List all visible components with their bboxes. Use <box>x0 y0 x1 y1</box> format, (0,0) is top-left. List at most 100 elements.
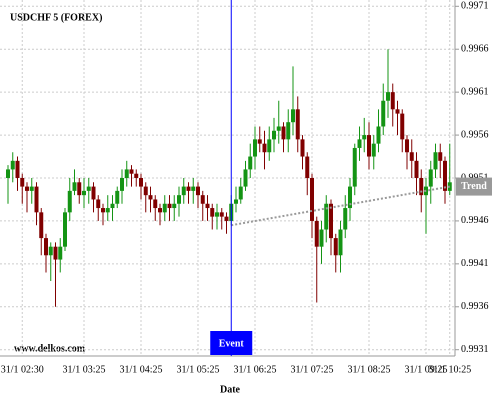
candle-body <box>281 126 286 140</box>
candle-body <box>447 182 452 191</box>
candle-body <box>338 229 343 256</box>
candle-body <box>191 186 196 191</box>
x-tick-label: 31/1 09:25 <box>404 364 447 375</box>
y-tick-label: 0.9956 <box>461 129 489 140</box>
candle-body <box>262 143 267 153</box>
candle-body <box>91 186 96 200</box>
candle-body <box>367 135 371 157</box>
trend-line <box>231 185 450 227</box>
candle-body <box>162 203 167 213</box>
candle-body <box>153 199 158 209</box>
x-tick-label: 31/1 03:25 <box>62 364 105 375</box>
candle-body <box>63 212 67 247</box>
candle-body <box>414 160 419 178</box>
candle-body <box>34 186 39 213</box>
x-tick-label: 31/1 04:25 <box>119 364 162 375</box>
candle-body <box>295 109 300 140</box>
candle-body <box>205 203 210 209</box>
candle-body <box>181 186 186 196</box>
trend-label: Trend <box>461 181 487 192</box>
candle-body <box>115 190 120 204</box>
candle-body <box>172 203 177 209</box>
candle-body <box>82 190 86 196</box>
candle-body <box>134 173 139 178</box>
candle-body <box>438 152 443 161</box>
candle-body <box>253 139 257 157</box>
candle-body <box>428 169 433 187</box>
x-tick-label: 31/1 02:30 <box>1 364 44 375</box>
candle-body <box>219 212 224 217</box>
candle-body <box>234 199 238 204</box>
candle-body <box>333 238 338 256</box>
candle-body <box>257 139 262 144</box>
candle-body <box>324 203 329 230</box>
candle-body <box>39 212 44 239</box>
candle-body <box>248 156 253 170</box>
x-tick-label: 31/1 06:25 <box>233 364 276 375</box>
candle-body <box>419 178 424 196</box>
y-tick-label: 0.9971 <box>461 1 489 12</box>
candle-body <box>381 100 386 127</box>
x-tick-label: 31/1 05:25 <box>176 364 219 375</box>
candle-body <box>6 169 10 178</box>
candle-body <box>352 147 357 187</box>
candle-body <box>10 160 15 170</box>
candle-body <box>15 160 20 178</box>
candle-body <box>405 139 409 153</box>
candle-body <box>177 195 181 204</box>
candle-body <box>433 152 438 170</box>
candle-body <box>357 139 362 148</box>
candle-body <box>267 139 272 153</box>
candle-body <box>310 178 314 221</box>
candle-body <box>124 169 129 178</box>
candle-body <box>101 208 105 213</box>
candle-body <box>20 178 25 187</box>
candle-body <box>25 186 29 191</box>
x-tick-label: 31/1 08:25 <box>347 364 390 375</box>
candle-body <box>343 208 348 230</box>
x-tick-label: 31/1 07:25 <box>290 364 333 375</box>
candle-body <box>110 203 115 209</box>
candle-body <box>371 143 376 157</box>
candle-body <box>139 178 143 187</box>
candle-body <box>77 182 82 196</box>
y-tick-label: 0.9946 <box>461 215 489 226</box>
candle-body <box>400 113 405 140</box>
candle-body <box>238 186 243 200</box>
candle-body <box>376 126 381 144</box>
trend-label-box <box>456 177 492 196</box>
candle-body <box>186 186 191 191</box>
candle-body <box>96 199 101 209</box>
candle-body <box>224 216 229 221</box>
candle-body <box>443 160 447 191</box>
watermark: www.delkos.com <box>14 343 86 354</box>
y-tick-label: 0.9961 <box>461 86 489 97</box>
candle-body <box>105 208 110 213</box>
candle-body <box>148 195 153 200</box>
candle-body <box>319 229 324 247</box>
event-label: Event <box>219 338 245 349</box>
y-tick-label: 0.9941 <box>461 258 489 269</box>
candle-body <box>395 109 400 114</box>
candle-body <box>210 208 215 217</box>
candle-body <box>29 186 34 191</box>
candle-body <box>67 190 72 213</box>
candle-body <box>120 178 124 191</box>
candle-body <box>390 92 395 110</box>
candle-body <box>362 135 367 140</box>
candle-body <box>272 130 276 140</box>
candle-body <box>409 152 414 161</box>
chart-title: USDCHF 5 (FOREX) <box>10 12 102 23</box>
candle-body <box>167 203 172 209</box>
candle-body <box>243 169 248 187</box>
candle-body <box>286 122 291 140</box>
candle-body <box>72 182 77 191</box>
x-tick-label: 31/1 10:25 <box>428 364 471 375</box>
candle-body <box>276 126 281 131</box>
candle-body <box>215 212 219 217</box>
y-tick-label: 0.9931 <box>461 344 489 355</box>
candle-body <box>44 238 48 256</box>
event-label-box <box>210 331 253 355</box>
candle-body <box>196 186 200 196</box>
